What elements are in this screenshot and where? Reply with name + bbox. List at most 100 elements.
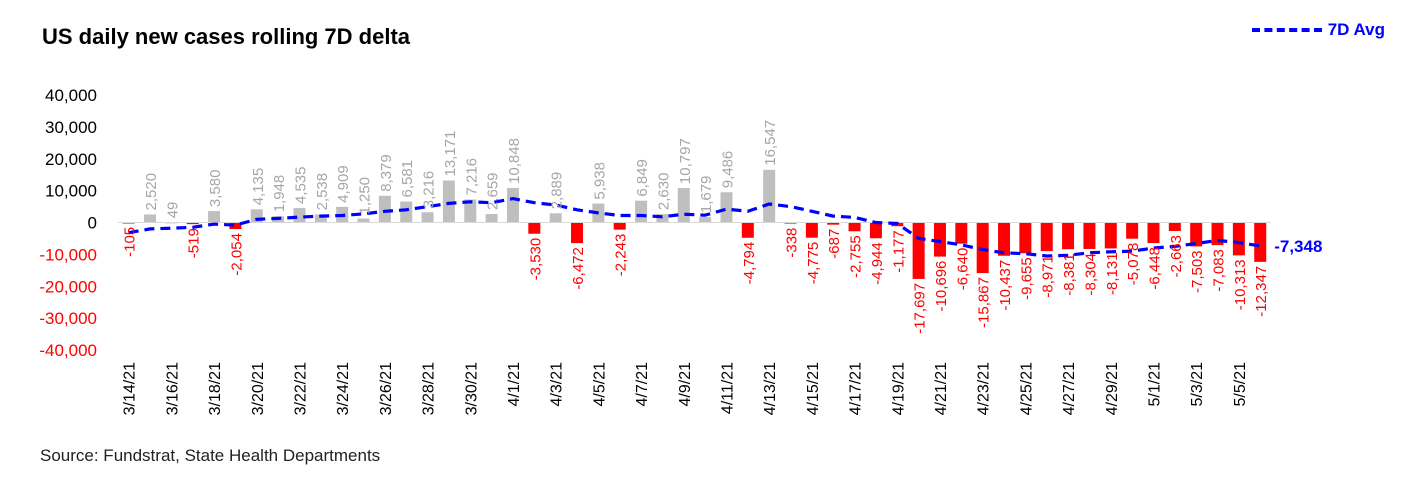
x-tick-label: 3/24/21: [335, 362, 352, 415]
data-label: 6,581: [399, 160, 416, 198]
data-label: -2,755: [848, 235, 865, 278]
bar: [442, 180, 455, 223]
data-label: -9,655: [1018, 257, 1035, 300]
y-tick-label: -10,000: [39, 245, 97, 264]
bar: [869, 222, 882, 239]
data-label: -4,775: [805, 242, 822, 285]
data-label: 6,849: [634, 159, 651, 197]
x-tick-label: 4/27/21: [1061, 362, 1078, 415]
x-tick-label: 4/3/21: [549, 362, 566, 407]
data-label: -1,177: [890, 230, 907, 273]
data-label: -687: [826, 229, 843, 259]
data-label: -17,697: [912, 283, 929, 334]
data-label: 1,948: [271, 175, 288, 213]
bar: [805, 222, 818, 238]
data-label: 5,938: [591, 162, 608, 200]
data-label: 3,580: [207, 170, 224, 208]
bar: [720, 192, 733, 223]
data-label: 1,679: [698, 176, 715, 214]
data-label: -8,971: [1040, 255, 1057, 298]
data-label: -2,663: [1168, 235, 1185, 278]
data-label: 2,659: [485, 172, 502, 210]
bar: [1190, 222, 1203, 247]
x-tick-label: 3/22/21: [292, 362, 309, 415]
bar: [1104, 222, 1117, 249]
y-tick-label: 0: [88, 214, 97, 233]
data-label: 2,538: [314, 173, 331, 211]
x-tick-label: 4/13/21: [762, 362, 779, 415]
data-label: -6,448: [1146, 247, 1163, 290]
x-tick-label: 4/17/21: [848, 362, 865, 415]
bar: [1147, 222, 1160, 244]
bar: [528, 222, 541, 234]
data-label: 16,547: [762, 120, 779, 166]
x-tick-label: 3/20/21: [250, 362, 267, 415]
x-tick-label: 4/1/21: [506, 362, 523, 407]
y-tick-label: 20,000: [45, 150, 97, 169]
data-label: -4,794: [741, 242, 758, 285]
y-tick-label: -30,000: [39, 309, 97, 328]
bar: [1254, 222, 1267, 262]
data-label: -12,347: [1253, 266, 1270, 317]
legend-label-7d-avg: 7D Avg: [1327, 20, 1385, 39]
bar: [613, 222, 626, 230]
x-tick-label: 5/5/21: [1232, 362, 1249, 407]
data-label: 2,889: [549, 172, 566, 210]
avg-end-label: -7,348: [1274, 237, 1322, 256]
data-label: 3,216: [421, 171, 438, 209]
data-label: 49: [164, 202, 181, 219]
x-tick-label: 4/11/21: [719, 362, 736, 414]
bar: [763, 169, 776, 223]
bar: [421, 212, 434, 223]
x-tick-label: 5/1/21: [1146, 362, 1163, 407]
data-label: -105: [122, 227, 139, 257]
bar: [677, 188, 690, 223]
x-tick-label: 4/21/21: [933, 362, 950, 415]
chart-source: Source: Fundstrat, State Health Departme…: [40, 446, 381, 465]
x-tick-label: 4/25/21: [1018, 362, 1035, 415]
bar: [1232, 222, 1245, 256]
x-tick-label: 4/15/21: [805, 362, 822, 415]
bar: [1126, 222, 1139, 239]
data-label: -4,944: [869, 242, 886, 285]
bar: [144, 214, 157, 223]
data-label: -10,437: [997, 260, 1014, 311]
y-tick-label: 10,000: [45, 182, 97, 201]
bar: [933, 222, 946, 257]
bar: [976, 222, 989, 274]
bar: [741, 222, 754, 238]
data-label: -10,313: [1232, 259, 1249, 310]
x-tick-label: 4/23/21: [976, 362, 993, 415]
x-tick-label: 4/19/21: [890, 362, 907, 415]
bar: [293, 208, 306, 223]
bar: [549, 213, 562, 223]
y-tick-label: -20,000: [39, 277, 97, 296]
data-label: -6,640: [954, 248, 971, 291]
data-label: -5,078: [1125, 243, 1142, 286]
x-tick-label: 4/9/21: [677, 362, 694, 407]
data-label: 10,848: [506, 138, 523, 184]
y-tick-label: 40,000: [45, 86, 97, 105]
data-label: 10,797: [677, 138, 694, 184]
data-label: -6,472: [570, 247, 587, 290]
data-label: 9,486: [719, 151, 736, 189]
x-tick-label: 3/14/21: [122, 362, 139, 415]
x-tick-label: 3/18/21: [207, 362, 224, 415]
data-label: -8,381: [1061, 253, 1078, 296]
x-tick-label: 3/26/21: [378, 362, 395, 415]
data-label: -10,696: [933, 261, 950, 312]
data-label: 4,909: [335, 165, 352, 203]
x-tick-label: 3/28/21: [421, 362, 438, 415]
bar: [400, 201, 413, 223]
data-label: -2,243: [613, 234, 630, 277]
chart-title: US daily new cases rolling 7D delta: [42, 24, 411, 49]
bar: [485, 214, 498, 223]
data-label: 8,379: [378, 154, 395, 192]
data-label: -519: [186, 228, 203, 258]
bar: [912, 222, 925, 279]
data-label: -15,867: [976, 277, 993, 328]
data-label: -7,503: [1189, 250, 1206, 293]
data-label: -3,530: [527, 238, 544, 281]
bar: [635, 200, 648, 223]
